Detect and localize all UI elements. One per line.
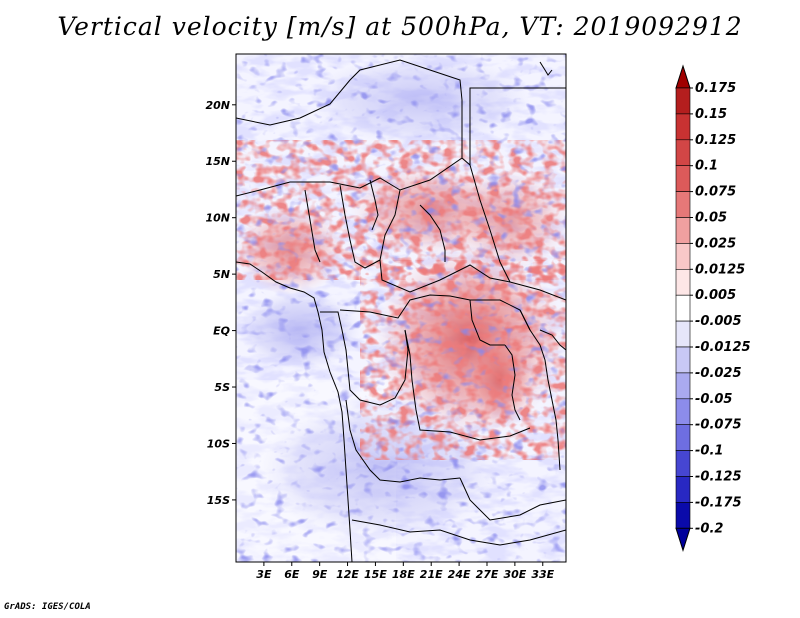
lat-tick-label: 5N [213,268,230,281]
colorbar-label: 0.005 [695,288,736,303]
colorbar-label: -0.05 [695,392,732,407]
lon-tick-label: 30E [503,568,526,581]
velocity-field [236,54,566,562]
colorbar-label: 0.175 [695,81,736,96]
lat-tick-label: 10N [205,212,230,225]
colorbar-bin [675,450,691,477]
colorbar-label: 0.1 [695,159,718,174]
colorbar-label: 0.025 [695,236,736,251]
colorbar-bin [675,165,691,192]
lon-tick-label: 21E [420,568,443,581]
lat-tick-label: 15N [205,155,230,168]
colorbar-label: 0.125 [695,133,736,148]
colorbar-bin [675,424,691,451]
colorbar-bin [675,398,691,425]
colorbar-bin [675,346,691,374]
colorbar-bin [675,268,691,296]
colorbar-label: -0.0125 [695,340,751,355]
lat-tick-label: 10S [207,437,230,450]
lon-tick-label: 24E [448,568,471,581]
colorbar-label: -0.175 [695,495,742,510]
lon-tick-label: 12E [336,568,359,581]
colorbar-bin [675,527,691,552]
colorbar-bin [675,87,691,115]
colorbar-label: -0.125 [695,470,742,485]
plot-frame [235,53,567,563]
lat-tick-label: 20N [205,99,230,112]
colorbar-label: -0.025 [695,366,742,381]
colorbar-label: 0.05 [695,211,727,226]
lon-tick-label: 15E [364,568,387,581]
lat-axis: 20N 15N 10N 5N EQ 5S 10S 15S [205,99,236,507]
lat-tick-label: EQ [213,325,230,338]
lon-tick-label: 18E [392,568,415,581]
colorbar-bin [675,64,691,89]
colorbar-label: -0.1 [695,444,723,459]
colorbar-label: 0.15 [695,107,727,122]
lon-axis: 3E 6E 9E 12E 15E 18E 21E 24E 27E 30E 33E [256,562,555,581]
lat-tick-label: 5S [214,381,230,394]
colorbar-label: 0.075 [695,185,736,200]
lon-tick-label: 27E [476,568,499,581]
lon-tick-label: 6E [284,568,300,581]
lon-tick-label: 3E [256,568,272,581]
colorbar-label: -0.2 [695,521,723,536]
colorbar-bin [675,191,691,218]
colorbar-bin [675,217,691,244]
lon-tick-label: 33E [531,568,554,581]
colorbar: 0.175 0.15 0.125 0.1 0.075 0.05 0.025 0.0125 0.0… [675,64,751,552]
chart-title: Vertical velocity [m/s] at 500hPa, VT: 2… [57,12,743,41]
lon-tick-label: 9E [312,568,328,581]
country-borders [236,59,566,562]
colorbar-bin [675,502,691,529]
colorbar-bin [675,476,691,503]
credit-label: GrADS: IGES/COLA [4,602,91,612]
colorbar-bin [675,113,691,141]
colorbar-bin [675,243,691,270]
colorbar-label: -0.005 [695,314,742,329]
colorbar-label: 0.0125 [695,262,745,277]
colorbar-label: -0.075 [695,418,742,433]
lat-tick-label: 15S [207,494,230,507]
colorbar-bin [675,372,691,400]
colorbar-bin [675,320,691,348]
colorbar-bin [675,294,691,322]
colorbar-bin [675,139,691,167]
